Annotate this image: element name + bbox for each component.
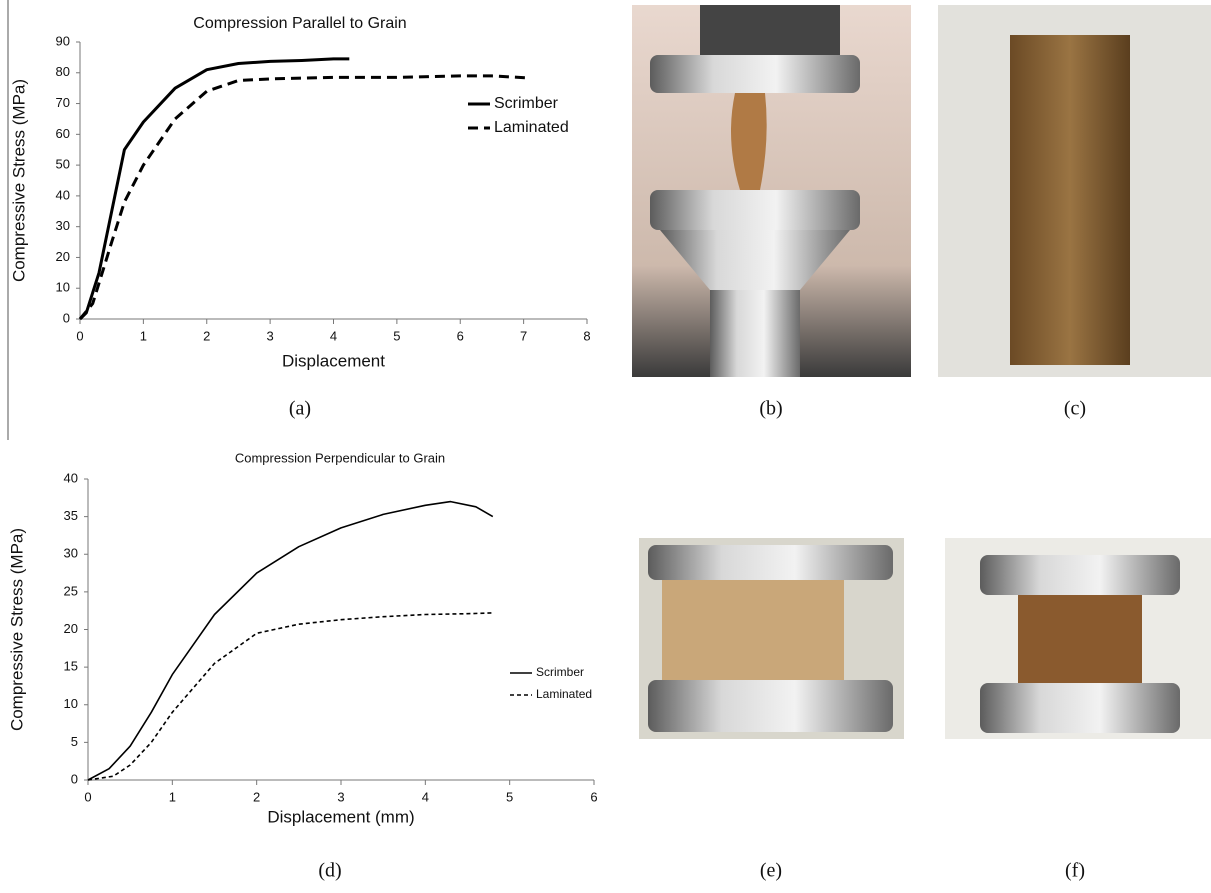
x-tick-label: 1 — [169, 789, 176, 804]
y-tick-label: 30 — [64, 546, 78, 561]
y-tick-label: 80 — [56, 64, 70, 79]
figure: (a) (b) (c) (d) (e) (f) Compression Parallel t… — [0, 0, 1211, 888]
y-axis-label: Compressive Stress (MPa) — [7, 528, 26, 731]
x-tick-label: 1 — [140, 328, 147, 343]
caption: (b) — [759, 398, 782, 420]
caption: (f) — [1065, 860, 1085, 882]
caption: (d) — [318, 860, 341, 882]
x-tick-label: 4 — [422, 789, 429, 804]
series-line — [80, 59, 349, 319]
caption: (c) — [1064, 398, 1086, 420]
y-tick-label: 40 — [64, 470, 78, 485]
x-tick-label: 5 — [393, 328, 400, 343]
legend-label: Scrimber — [494, 95, 559, 112]
chart-title: Compression Parallel to Grain — [193, 15, 406, 32]
series-line — [88, 613, 493, 780]
x-axis-label: Displacement (mm) — [267, 807, 414, 826]
y-tick-label: 70 — [56, 95, 70, 110]
y-tick-label: 90 — [56, 33, 70, 48]
y-tick-label: 35 — [64, 508, 78, 523]
y-tick-label: 15 — [64, 659, 78, 674]
y-tick-label: 60 — [56, 126, 70, 141]
series-line — [80, 76, 530, 319]
x-tick-label: 3 — [337, 789, 344, 804]
x-tick-label: 2 — [203, 328, 210, 343]
y-tick-label: 30 — [56, 218, 70, 233]
photo — [632, 5, 911, 377]
chart-title: Compression Perpendicular to Grain — [235, 450, 445, 465]
y-tick-label: 10 — [64, 696, 78, 711]
series-line — [88, 502, 493, 780]
x-tick-label: 6 — [457, 328, 464, 343]
y-tick-label: 5 — [71, 734, 78, 749]
y-tick-label: 10 — [56, 280, 70, 295]
legend-label: Scrimber — [536, 665, 584, 679]
x-tick-label: 6 — [590, 789, 597, 804]
legend-label: Laminated — [494, 119, 569, 136]
photo — [938, 5, 1211, 377]
x-axis-label: Displacement — [282, 351, 385, 370]
y-tick-label: 20 — [56, 249, 70, 264]
y-tick-label: 0 — [71, 771, 78, 786]
y-axis-label: Compressive Stress (MPa) — [9, 79, 28, 282]
x-tick-label: 5 — [506, 789, 513, 804]
x-tick-label: 0 — [76, 328, 83, 343]
legend-label: Laminated — [536, 687, 592, 701]
photo — [945, 538, 1211, 739]
caption: (e) — [760, 860, 782, 882]
caption: (a) — [289, 398, 311, 420]
y-tick-label: 50 — [56, 157, 70, 172]
y-tick-label: 0 — [63, 310, 70, 325]
photo — [639, 538, 904, 739]
y-tick-label: 20 — [64, 621, 78, 636]
x-tick-label: 3 — [267, 328, 274, 343]
x-tick-label: 0 — [84, 789, 91, 804]
y-tick-label: 40 — [56, 187, 70, 202]
x-tick-label: 8 — [583, 328, 590, 343]
y-tick-label: 25 — [64, 583, 78, 598]
x-tick-label: 7 — [520, 328, 527, 343]
x-tick-label: 2 — [253, 789, 260, 804]
x-tick-label: 4 — [330, 328, 337, 343]
